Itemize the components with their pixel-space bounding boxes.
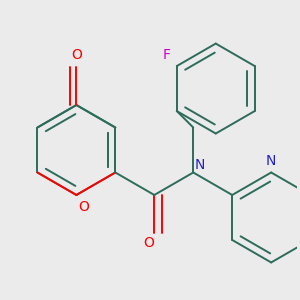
- Text: O: O: [78, 200, 89, 214]
- Text: F: F: [163, 48, 171, 62]
- Text: N: N: [266, 154, 276, 168]
- Text: N: N: [194, 158, 205, 172]
- Text: O: O: [144, 236, 154, 250]
- Text: O: O: [71, 48, 82, 62]
